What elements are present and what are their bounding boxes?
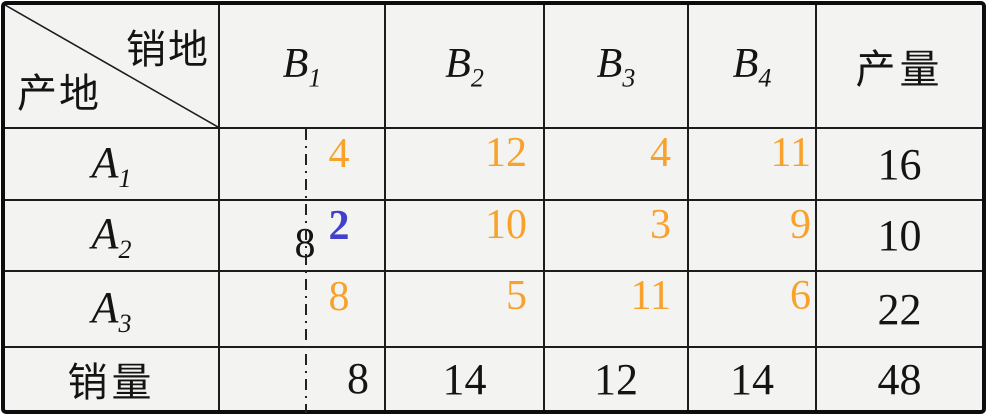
col-header-b4-sub: 4 bbox=[758, 63, 772, 93]
col-header-b3-sub: 3 bbox=[622, 63, 636, 93]
col-header-b4: B4 bbox=[689, 5, 817, 129]
demand-b4-value: 14 bbox=[730, 354, 774, 404]
row-label-a2: A2 bbox=[5, 201, 220, 272]
supply-a3: 22 bbox=[817, 272, 982, 348]
cost-a2-b1-highlighted: 2 bbox=[328, 203, 350, 249]
demand-b1-value: 8 bbox=[347, 354, 369, 403]
cost-a1-b1: 4 bbox=[328, 131, 350, 177]
supply-a2-value: 10 bbox=[877, 211, 922, 260]
demand-b2-value: 14 bbox=[442, 354, 487, 404]
supply-header-label: 产量 bbox=[855, 47, 944, 92]
cost-a2-b2: 10 bbox=[485, 202, 527, 248]
cell-a1-b1: 4 bbox=[220, 129, 386, 201]
grand-total: 48 bbox=[817, 348, 982, 410]
footer-label-demand: 销量 bbox=[5, 348, 220, 410]
supply-a1-value: 16 bbox=[877, 139, 922, 189]
col-header-supply: 产量 bbox=[817, 5, 982, 129]
cell-a1-b4: 11 bbox=[689, 129, 817, 201]
supply-a2: 10 bbox=[817, 201, 982, 272]
corner-label-destinations: 销地 bbox=[126, 27, 210, 72]
cost-a2-b3: 3 bbox=[650, 202, 671, 248]
demand-b4: 14 bbox=[689, 348, 817, 410]
cost-a2-b4: 9 bbox=[790, 202, 811, 248]
demand-b3: 12 bbox=[545, 348, 689, 410]
cell-a2-b2: 10 bbox=[386, 201, 545, 272]
cell-a3-b2: 5 bbox=[386, 272, 545, 348]
col-header-b2-base: B bbox=[445, 41, 471, 88]
corner-label-origins: 产地 bbox=[17, 71, 101, 116]
cost-a1-b4: 11 bbox=[770, 130, 811, 176]
row-label-a1: A1 bbox=[5, 129, 220, 201]
allocation-a2-b1: 8 bbox=[294, 221, 316, 267]
cost-a3-b3: 11 bbox=[630, 273, 671, 319]
demand-b3-value: 12 bbox=[594, 354, 638, 404]
col-header-b2: B2 bbox=[386, 5, 545, 129]
row-label-a2-base: A bbox=[91, 209, 119, 259]
cell-a3-b1: 8 bbox=[220, 272, 386, 348]
cell-a2-b3: 3 bbox=[545, 201, 689, 272]
cell-a3-b4: 6 bbox=[689, 272, 817, 348]
col-header-b2-sub: 2 bbox=[470, 63, 484, 93]
col-header-b3-base: B bbox=[596, 41, 623, 88]
corner-cell: 销地 产地 bbox=[5, 5, 220, 129]
demand-b1: 8 bbox=[220, 348, 386, 410]
cost-a3-b4: 6 bbox=[790, 273, 811, 319]
supply-a3-value: 22 bbox=[877, 284, 922, 334]
row-label-a3-base: A bbox=[91, 282, 119, 332]
col-header-b1-base: B bbox=[282, 41, 309, 88]
demand-b2: 14 bbox=[386, 348, 545, 410]
row-label-a1-base: A bbox=[91, 137, 119, 187]
grand-total-value: 48 bbox=[877, 354, 922, 404]
cell-a2-b1: 2 8 bbox=[220, 201, 386, 272]
col-header-b1-sub: 1 bbox=[308, 63, 322, 93]
col-header-b3: B3 bbox=[545, 5, 689, 129]
cost-a1-b3: 4 bbox=[650, 130, 671, 176]
cell-a1-b3: 4 bbox=[545, 129, 689, 201]
demand-row-label: 销量 bbox=[67, 360, 156, 405]
cell-a2-b4: 9 bbox=[689, 201, 817, 272]
cell-a1-b2: 12 bbox=[386, 129, 545, 201]
row-label-a3-sub: 3 bbox=[118, 308, 132, 338]
col-header-b4-base: B bbox=[732, 41, 759, 88]
col-header-b1: B1 bbox=[220, 5, 386, 129]
diagonal-line bbox=[5, 5, 218, 127]
cost-a3-b2: 5 bbox=[506, 273, 527, 319]
cost-a3-b1: 8 bbox=[328, 274, 350, 320]
row-label-a1-sub: 1 bbox=[118, 163, 132, 193]
row-label-a2-sub: 2 bbox=[118, 234, 132, 264]
row-label-a3: A3 bbox=[5, 272, 220, 348]
supply-a1: 16 bbox=[817, 129, 982, 201]
cost-a1-b2: 12 bbox=[485, 130, 527, 176]
cell-a3-b3: 11 bbox=[545, 272, 689, 348]
